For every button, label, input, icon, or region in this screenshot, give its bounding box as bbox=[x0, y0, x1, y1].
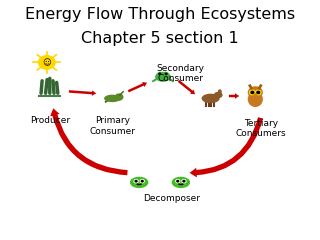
Circle shape bbox=[38, 56, 55, 69]
Text: Energy Flow Through Ecosystems: Energy Flow Through Ecosystems bbox=[25, 7, 295, 22]
Text: Chapter 5 section 1: Chapter 5 section 1 bbox=[81, 31, 239, 46]
Circle shape bbox=[115, 94, 123, 100]
Circle shape bbox=[182, 180, 186, 183]
Circle shape bbox=[140, 180, 144, 183]
Circle shape bbox=[134, 180, 138, 183]
Ellipse shape bbox=[219, 90, 221, 93]
Ellipse shape bbox=[248, 92, 262, 106]
Ellipse shape bbox=[172, 177, 189, 187]
Text: Tertiary
Consumers: Tertiary Consumers bbox=[236, 119, 287, 138]
Circle shape bbox=[165, 73, 167, 75]
Ellipse shape bbox=[156, 72, 170, 81]
Circle shape bbox=[250, 90, 255, 95]
Text: ☺: ☺ bbox=[43, 58, 51, 67]
Text: Decomposer: Decomposer bbox=[143, 194, 200, 204]
Ellipse shape bbox=[202, 94, 219, 102]
Circle shape bbox=[177, 180, 179, 182]
Circle shape bbox=[257, 91, 260, 94]
Circle shape bbox=[176, 180, 180, 183]
Circle shape bbox=[183, 180, 185, 182]
Circle shape bbox=[141, 180, 143, 182]
Circle shape bbox=[164, 72, 168, 76]
Circle shape bbox=[135, 180, 137, 182]
Ellipse shape bbox=[105, 95, 120, 102]
Circle shape bbox=[251, 91, 254, 94]
Text: Producer: Producer bbox=[30, 116, 70, 125]
Circle shape bbox=[255, 90, 261, 95]
Ellipse shape bbox=[214, 92, 222, 97]
Circle shape bbox=[159, 73, 161, 75]
Text: Secondary
Consumer: Secondary Consumer bbox=[157, 64, 205, 83]
Ellipse shape bbox=[131, 177, 148, 187]
Circle shape bbox=[158, 72, 162, 76]
Circle shape bbox=[248, 87, 262, 98]
Text: Primary
Consumer: Primary Consumer bbox=[89, 116, 135, 136]
Polygon shape bbox=[254, 94, 257, 95]
